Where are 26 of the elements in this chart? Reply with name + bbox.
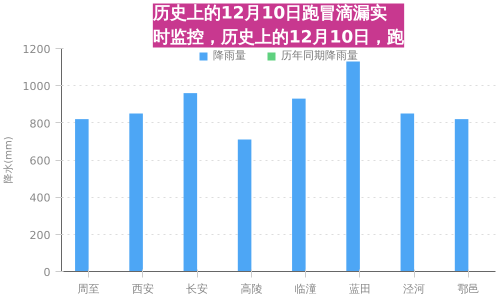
bar <box>454 119 468 272</box>
bar <box>129 114 143 272</box>
y-axis-title: 降水(mm) <box>2 136 15 184</box>
x-tick-label: 临潼 <box>294 282 317 296</box>
y-tick-label: 1200 <box>22 43 51 56</box>
bar <box>292 98 306 272</box>
legend-label: 历年同期降雨量 <box>281 48 358 63</box>
y-tick-label: 0 <box>44 266 50 279</box>
x-tick-label: 周至 <box>78 282 100 296</box>
y-tick-label: 400 <box>30 192 51 205</box>
x-tick-label: 西安 <box>132 282 154 296</box>
y-tick-label: 800 <box>30 117 51 130</box>
y-tick-label: 200 <box>30 228 51 242</box>
x-tick-label: 长安 <box>186 282 208 296</box>
bar <box>238 140 252 272</box>
x-tick-label: 泾河 <box>403 282 426 296</box>
bar <box>400 114 414 272</box>
x-tick-label: 蓝田 <box>348 282 371 296</box>
y-tick-label: 600 <box>30 154 51 168</box>
bar <box>75 119 89 272</box>
x-tick-label: 高陵 <box>240 282 262 296</box>
x-tick-label: 鄠邑 <box>457 282 480 296</box>
y-tick-label: 1000 <box>22 80 51 94</box>
legend-label: 降雨量 <box>213 48 246 63</box>
bar <box>346 62 360 272</box>
bar <box>184 93 198 272</box>
